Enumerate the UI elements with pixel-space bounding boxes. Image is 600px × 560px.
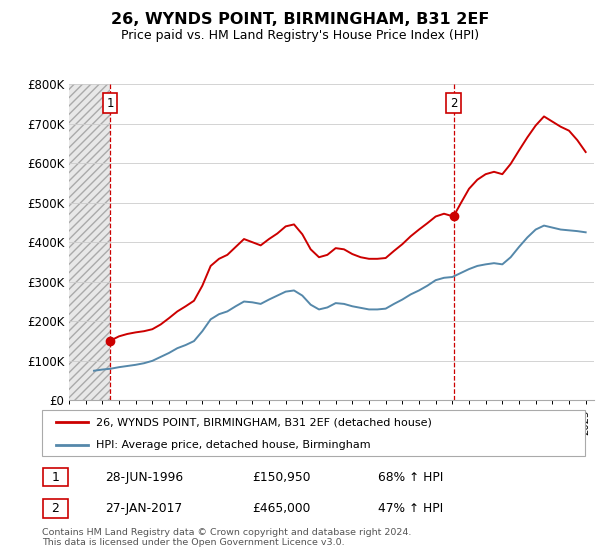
Text: 68% ↑ HPI: 68% ↑ HPI	[378, 470, 443, 484]
Text: HPI: Average price, detached house, Birmingham: HPI: Average price, detached house, Birm…	[97, 440, 371, 450]
Text: 2: 2	[450, 97, 457, 110]
FancyBboxPatch shape	[42, 410, 585, 456]
Text: 26, WYNDS POINT, BIRMINGHAM, B31 2EF: 26, WYNDS POINT, BIRMINGHAM, B31 2EF	[111, 12, 489, 27]
Text: Contains HM Land Registry data © Crown copyright and database right 2024.
This d: Contains HM Land Registry data © Crown c…	[42, 528, 412, 547]
Text: £150,950: £150,950	[252, 470, 311, 484]
FancyBboxPatch shape	[43, 468, 68, 486]
Bar	[69, 84, 110, 400]
Text: 28-JUN-1996: 28-JUN-1996	[105, 470, 183, 484]
FancyBboxPatch shape	[43, 500, 68, 517]
Text: 1: 1	[52, 470, 59, 484]
Text: 27-JAN-2017: 27-JAN-2017	[105, 502, 182, 515]
Text: 2: 2	[52, 502, 59, 515]
Text: 26, WYNDS POINT, BIRMINGHAM, B31 2EF (detached house): 26, WYNDS POINT, BIRMINGHAM, B31 2EF (de…	[97, 417, 432, 427]
Text: 1: 1	[107, 97, 114, 110]
Text: £465,000: £465,000	[252, 502, 310, 515]
Text: Price paid vs. HM Land Registry's House Price Index (HPI): Price paid vs. HM Land Registry's House …	[121, 29, 479, 42]
Text: 47% ↑ HPI: 47% ↑ HPI	[378, 502, 443, 515]
